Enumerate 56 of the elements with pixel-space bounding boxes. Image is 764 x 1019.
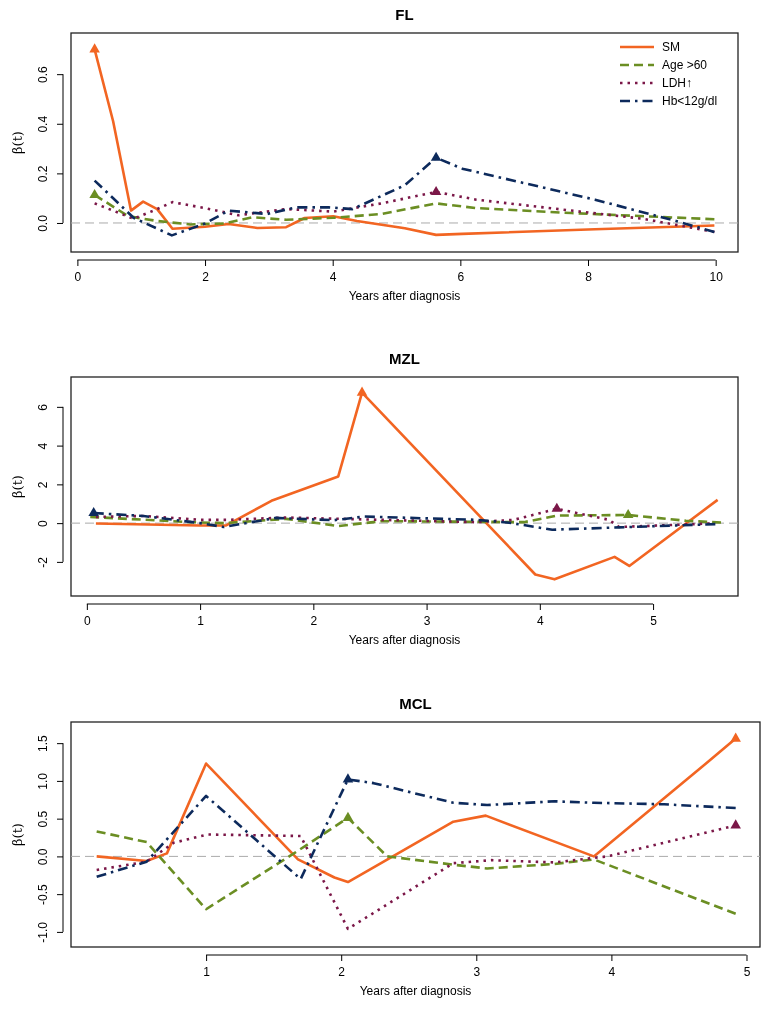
point (551, 502, 563, 512)
x-tick-label: 2 (310, 613, 318, 628)
point (430, 151, 442, 161)
legend-label: SM (662, 40, 680, 54)
y-tick-label: 1.0 (36, 772, 50, 790)
x-tick-label: 6 (457, 269, 465, 284)
point (622, 508, 634, 519)
x-tick-label: 2 (338, 964, 346, 979)
y-tick-label: 0.0 (36, 214, 50, 232)
legend-label: Hb<12g/dl (662, 94, 718, 108)
y-tick-label: -0.5 (36, 883, 50, 905)
y-tick-label: -1.0 (36, 921, 50, 943)
point (430, 185, 442, 196)
point (356, 386, 368, 396)
y-axis-title: β(t) (10, 823, 25, 846)
y-axis-title: β(t) (10, 131, 25, 154)
x-tick-label: 4 (608, 964, 616, 979)
point (89, 188, 100, 198)
x-axis-title: Years after diagnosis (348, 633, 461, 647)
y-tick-label: 1.5 (36, 734, 50, 752)
point (88, 506, 99, 517)
legend-label: Age >60 (662, 58, 708, 72)
x-tick-label: 4 (536, 613, 544, 628)
y-tick-label: 0.2 (36, 165, 50, 183)
legend-label: LDH↑ (662, 76, 693, 90)
x-tick-label: 0 (84, 613, 92, 628)
x-tick-label: 1 (203, 964, 211, 979)
point (89, 43, 100, 53)
x-tick-label: 3 (473, 964, 481, 979)
point (342, 811, 354, 821)
x-tick-label: 5 (743, 964, 751, 979)
y-tick-label: 4 (36, 442, 50, 450)
x-tick-label: 4 (329, 269, 337, 284)
y-axis-title: β(t) (10, 475, 25, 498)
y-tick-label: 0.5 (36, 810, 50, 828)
x-tick-label: 3 (423, 613, 431, 628)
point (730, 732, 741, 742)
y-tick-label: 0.4 (36, 115, 50, 133)
x-axis-title: Years after diagnosis (348, 289, 461, 303)
x-tick-label: 0 (74, 269, 82, 284)
x-tick-label: 1 (197, 613, 205, 628)
y-tick-label: 2 (36, 481, 50, 489)
chart-title: FL (395, 6, 414, 23)
y-tick-label: 6 (36, 403, 50, 411)
x-tick-label: 8 (585, 269, 593, 284)
x-tick-label: 10 (709, 269, 724, 284)
chart-title: MCL (399, 695, 432, 712)
y-tick-label: 0.6 (36, 66, 50, 84)
y-tick-label: 0.0 (36, 848, 50, 866)
y-tick-label: -2 (36, 556, 50, 568)
chart-title: MZL (389, 350, 420, 367)
y-tick-label: 0 (36, 519, 50, 527)
x-axis-title: Years after diagnosis (359, 984, 472, 998)
point (342, 773, 354, 783)
x-tick-label: 2 (202, 269, 210, 284)
x-tick-label: 5 (650, 613, 658, 628)
